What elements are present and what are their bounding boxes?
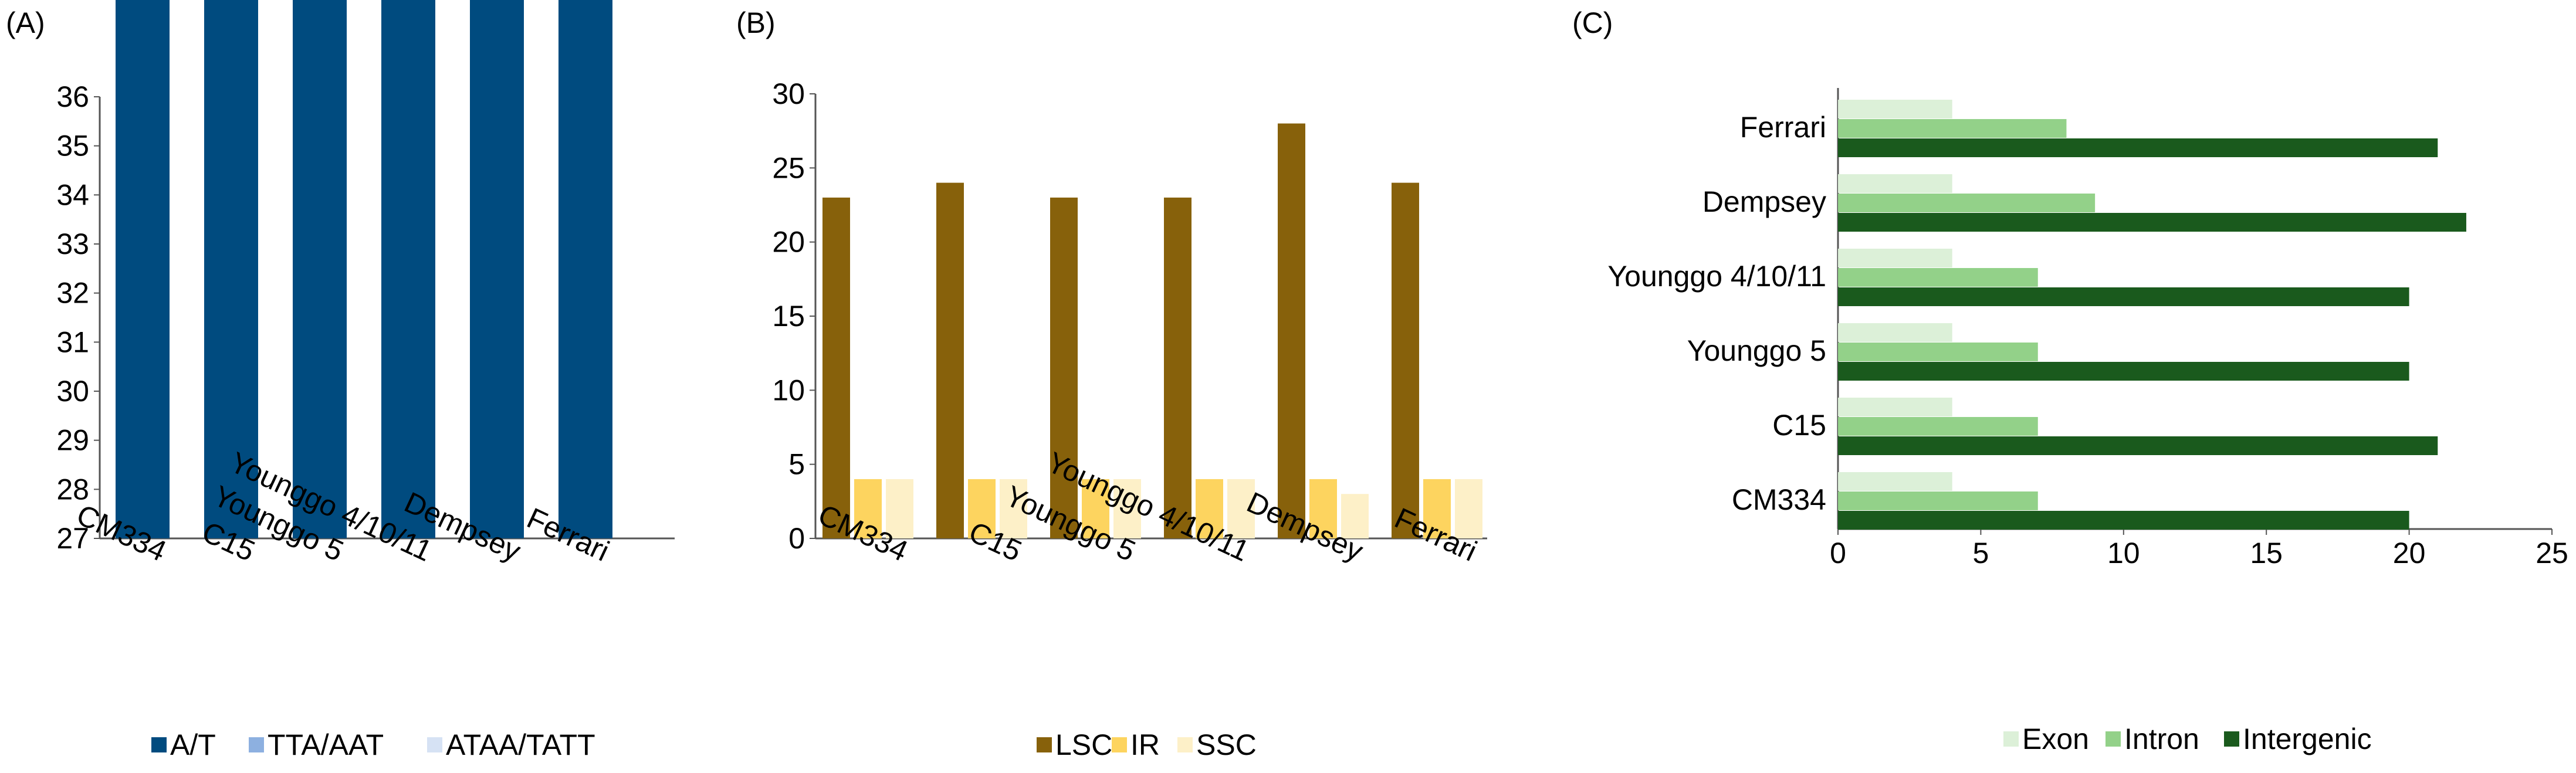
- legend-label-intergenic: Intergenic: [2243, 723, 2372, 755]
- bar-intergenic-dempsey: [1838, 213, 2466, 232]
- y-tick-label: 33: [56, 228, 89, 260]
- bar-exon-younggo-4-10-11: [1838, 249, 1952, 267]
- bar-ir-cm334: [854, 479, 882, 538]
- legend-swatch-intron: [2106, 731, 2121, 747]
- panel-b-label: (B): [736, 6, 776, 39]
- bar-intergenic-younggo-5: [1838, 362, 2409, 381]
- bar-ir-ferrari: [1423, 479, 1451, 538]
- x-tick-label: 10: [2107, 537, 2140, 569]
- y-tick-label: 10: [772, 374, 805, 406]
- bar-exon-younggo-5: [1838, 323, 1952, 342]
- legend-swatch-lsc: [1037, 737, 1052, 752]
- legend-label-exon: Exon: [2022, 723, 2089, 755]
- bar-a-t-dempsey: [470, 0, 524, 539]
- y-tick-label: Younggo 5: [1687, 334, 1826, 367]
- legend-label-lsc: LSC: [1055, 728, 1112, 761]
- bar-intron-ferrari: [1838, 119, 2067, 138]
- y-tick-label: 27: [56, 522, 89, 555]
- legend-swatch-ssc: [1177, 737, 1193, 752]
- legend-label-intron: Intron: [2124, 723, 2199, 755]
- bar-lsc-younggo-4-10-11: [1164, 197, 1191, 538]
- bar-ssc-younggo-4-10-11: [1227, 479, 1255, 538]
- bar-lsc-c15: [936, 182, 964, 539]
- x-tick-label: 15: [2250, 537, 2283, 569]
- y-tick-label: Younggo 4/10/11: [1607, 260, 1826, 293]
- bar-ssc-c15: [1000, 479, 1027, 538]
- bar-lsc-ferrari: [1392, 182, 1419, 539]
- legend-label-a-t: A/T: [170, 728, 216, 761]
- bar-exon-dempsey: [1838, 174, 1952, 193]
- bar-intergenic-younggo-4-10-11: [1838, 287, 2409, 306]
- bar-intron-c15: [1838, 417, 2038, 436]
- bar-intron-cm334: [1838, 491, 2038, 510]
- y-tick-label: Ferrari: [1740, 111, 1826, 144]
- legend-swatch-tta-aat: [249, 737, 264, 752]
- legend-swatch-exon: [2003, 731, 2019, 747]
- bar-ssc-ferrari: [1455, 479, 1482, 538]
- bar-ssc-younggo-5: [1113, 479, 1141, 538]
- legend-label-ir: IR: [1130, 728, 1160, 761]
- legend-swatch-intergenic: [2224, 731, 2239, 747]
- x-tick-label: 25: [2536, 537, 2568, 569]
- bar-ir-dempsey: [1309, 479, 1337, 538]
- bar-intron-younggo-4-10-11: [1838, 268, 2038, 287]
- x-tick-label: 20: [2393, 537, 2426, 569]
- y-tick-label: 36: [56, 80, 89, 113]
- bar-intron-younggo-5: [1838, 343, 2038, 361]
- legend-label-ataa-tatt: ATAA/TATT: [446, 728, 595, 761]
- legend-swatch-a-t: [151, 737, 167, 752]
- bar-intergenic-c15: [1838, 436, 2438, 455]
- bar-a-t-cm334: [116, 0, 170, 538]
- bar-lsc-cm334: [822, 197, 850, 538]
- y-tick-label: 25: [772, 151, 805, 184]
- y-tick-label: 15: [772, 300, 805, 333]
- bar-ssc-cm334: [886, 479, 913, 538]
- y-tick-label: 28: [56, 473, 89, 506]
- y-tick-label: 30: [772, 77, 805, 110]
- legend-swatch-ir: [1112, 737, 1127, 752]
- y-tick-label: 31: [56, 326, 89, 358]
- bar-exon-c15: [1838, 398, 1952, 416]
- legend-swatch-ataa-tatt: [427, 737, 442, 752]
- panel-a-label: (A): [6, 6, 45, 39]
- panel-c-label: (C): [1572, 6, 1613, 39]
- bar-a-t-ferrari: [558, 0, 612, 538]
- legend-label-tta-aat: TTA/AAT: [268, 728, 384, 761]
- bar-lsc-dempsey: [1278, 123, 1305, 539]
- bar-exon-ferrari: [1838, 100, 1952, 118]
- bar-a-t-younggo-4-10-11: [381, 0, 435, 538]
- bar-intergenic-ferrari: [1838, 138, 2438, 157]
- bar-lsc-younggo-5: [1050, 197, 1078, 538]
- legend-label-ssc: SSC: [1196, 728, 1257, 761]
- x-tick-label: 5: [1972, 537, 1989, 569]
- y-tick-label: Dempsey: [1702, 185, 1826, 218]
- y-tick-label: 29: [56, 424, 89, 457]
- y-tick-label: 5: [788, 448, 805, 481]
- bar-a-t-younggo-5: [293, 0, 347, 538]
- y-tick-label: 20: [772, 226, 805, 259]
- x-tick-label: 0: [1830, 537, 1846, 569]
- y-tick-label: 30: [56, 375, 89, 408]
- y-tick-label: CM334: [1732, 483, 1826, 516]
- y-tick-label: C15: [1772, 409, 1826, 442]
- bar-ir-c15: [968, 479, 996, 538]
- bar-ir-younggo-4-10-11: [1196, 479, 1223, 538]
- y-tick-label: 34: [56, 178, 89, 211]
- y-tick-label: 32: [56, 277, 89, 310]
- chart-c: 0 5 10 15 20 25 CM334 C15 Younggo 5 Younggo 4/10/…: [1607, 88, 2568, 755]
- bar-exon-cm334: [1838, 472, 1952, 491]
- bar-a-t-c15: [204, 0, 258, 538]
- bar-intron-dempsey: [1838, 194, 2096, 212]
- y-tick-label: 0: [788, 522, 805, 555]
- bar-intergenic-cm334: [1838, 511, 2409, 530]
- y-tick-label: 35: [56, 130, 89, 162]
- bar-ssc-dempsey: [1341, 494, 1369, 538]
- bar-ir-younggo-5: [1082, 479, 1109, 538]
